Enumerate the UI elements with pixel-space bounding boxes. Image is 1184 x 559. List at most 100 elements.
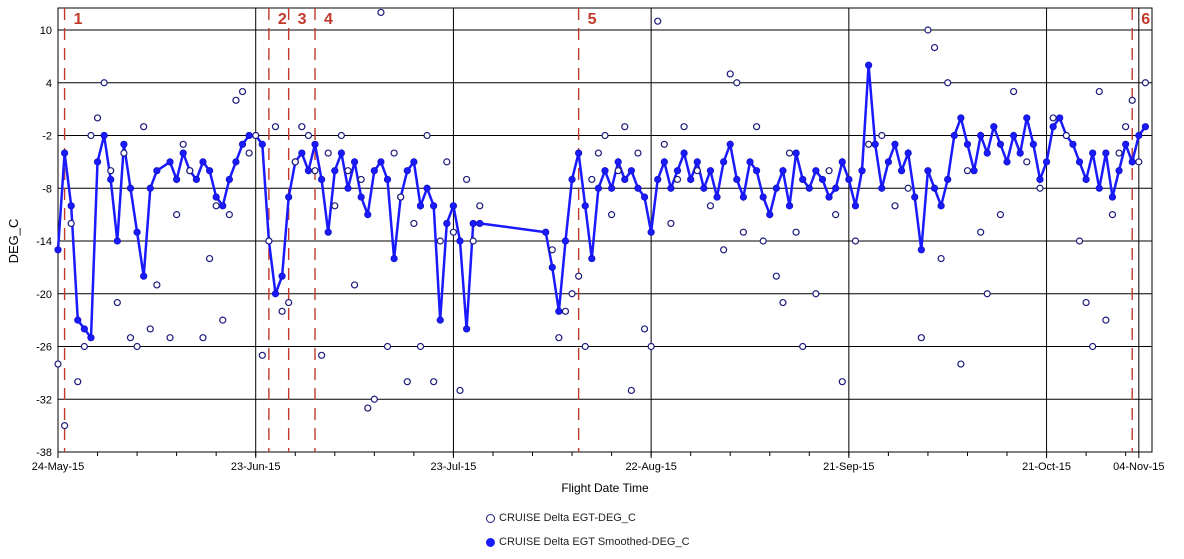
raw-point: [812, 290, 820, 298]
x-tick-label: 23-Jun-15: [231, 461, 281, 473]
raw-point: [1010, 87, 1018, 96]
raw-point: [219, 316, 227, 324]
smoothed-point: [667, 184, 675, 192]
raw-point: [983, 290, 991, 298]
raw-point: [449, 228, 458, 236]
raw-point: [601, 131, 609, 140]
smoothed-point: [153, 167, 161, 175]
smoothed-point: [548, 263, 556, 271]
smoothed-point: [825, 193, 833, 201]
smoothed-point: [87, 334, 95, 342]
smoothed-point: [772, 184, 780, 192]
raw-point: [752, 123, 761, 131]
raw-point: [759, 237, 767, 245]
smoothed-point: [917, 246, 925, 254]
raw-point: [977, 228, 985, 236]
smoothed-point: [884, 158, 892, 166]
smoothed-point: [581, 202, 589, 210]
raw-point: [561, 307, 570, 315]
raw-point: [265, 237, 273, 245]
raw-point: [733, 79, 741, 87]
smoothed-point: [924, 167, 932, 175]
smoothed-point: [542, 228, 550, 236]
raw-point: [673, 175, 682, 184]
raw-point: [963, 167, 972, 175]
raw-point: [80, 342, 88, 351]
smoothed-point: [449, 202, 458, 210]
raw-point: [476, 202, 484, 210]
smoothed-point: [930, 184, 939, 192]
smoothed-point: [996, 140, 1005, 148]
smoothed-point: [687, 175, 695, 184]
raw-point: [621, 123, 629, 131]
smoothed-point: [74, 316, 82, 324]
raw-point: [153, 281, 161, 289]
smoothed-point: [258, 140, 266, 148]
smoothed-point: [634, 184, 642, 192]
smoothed-point: [647, 228, 655, 236]
raw-point: [588, 175, 596, 184]
raw-point: [772, 272, 780, 280]
smoothed-point: [1095, 184, 1103, 192]
smoothed-point: [212, 193, 220, 201]
smoothed-point: [463, 325, 471, 333]
smoothed-point: [1141, 123, 1150, 131]
smoothed-point: [285, 193, 293, 201]
legend-label-raw: CRUISE Delta EGT-DEG_C: [499, 512, 636, 524]
smoothed-point: [107, 175, 115, 184]
raw-point: [430, 378, 438, 386]
smoothed-point: [245, 131, 253, 140]
raw-point: [865, 140, 873, 148]
raw-point: [647, 342, 655, 351]
smoothed-point: [403, 167, 411, 175]
smoothed-point: [390, 254, 398, 263]
raw-point: [575, 272, 583, 280]
smoothed-point: [575, 149, 583, 157]
raw-point: [436, 237, 444, 245]
smoothed-point: [1102, 149, 1110, 157]
raw-point: [304, 131, 313, 140]
smoothed-point: [140, 272, 148, 280]
raw-point: [930, 43, 939, 52]
smoothed-point: [1003, 158, 1011, 166]
x-axis-title: Flight Date Time: [561, 481, 649, 495]
raw-point: [113, 298, 121, 307]
raw-point: [199, 334, 207, 342]
y-axis-title: DEG_C: [6, 219, 21, 264]
smoothed-point: [627, 167, 635, 175]
y-tick-label: -2: [42, 131, 52, 143]
smoothed-point: [54, 246, 62, 254]
raw-point: [120, 149, 128, 157]
raw-point: [107, 167, 115, 175]
smoothed-point: [799, 175, 807, 184]
raw-point: [1141, 79, 1150, 87]
raw-point: [100, 79, 108, 87]
smoothed-point: [318, 175, 326, 184]
smoothed-point: [713, 193, 721, 201]
smoothed-point: [410, 158, 418, 166]
smoothed-point: [673, 167, 682, 175]
smoothed-point: [350, 158, 359, 166]
smoothed-point: [337, 149, 345, 157]
smoothed-point: [100, 131, 108, 140]
smoothed-point: [357, 193, 365, 201]
raw-point: [357, 175, 365, 184]
raw-point: [634, 149, 642, 157]
smoothed-point: [1010, 131, 1018, 140]
smoothed-point: [607, 184, 616, 192]
smoothed-point: [693, 158, 701, 166]
smoothed-point: [232, 158, 240, 166]
smoothed-point: [324, 228, 332, 236]
smoothed-point: [1049, 123, 1057, 131]
smoothed-point: [423, 184, 431, 192]
raw-point: [680, 123, 688, 131]
y-tick-label: 10: [40, 25, 52, 37]
smoothed-point: [205, 167, 214, 175]
raw-point: [324, 149, 332, 157]
smoothed-point: [146, 184, 154, 192]
raw-point: [67, 219, 75, 228]
smoothed-point: [911, 193, 919, 201]
raw-point: [186, 167, 194, 175]
smoothed-point: [950, 131, 958, 140]
smoothed-point: [568, 175, 576, 184]
